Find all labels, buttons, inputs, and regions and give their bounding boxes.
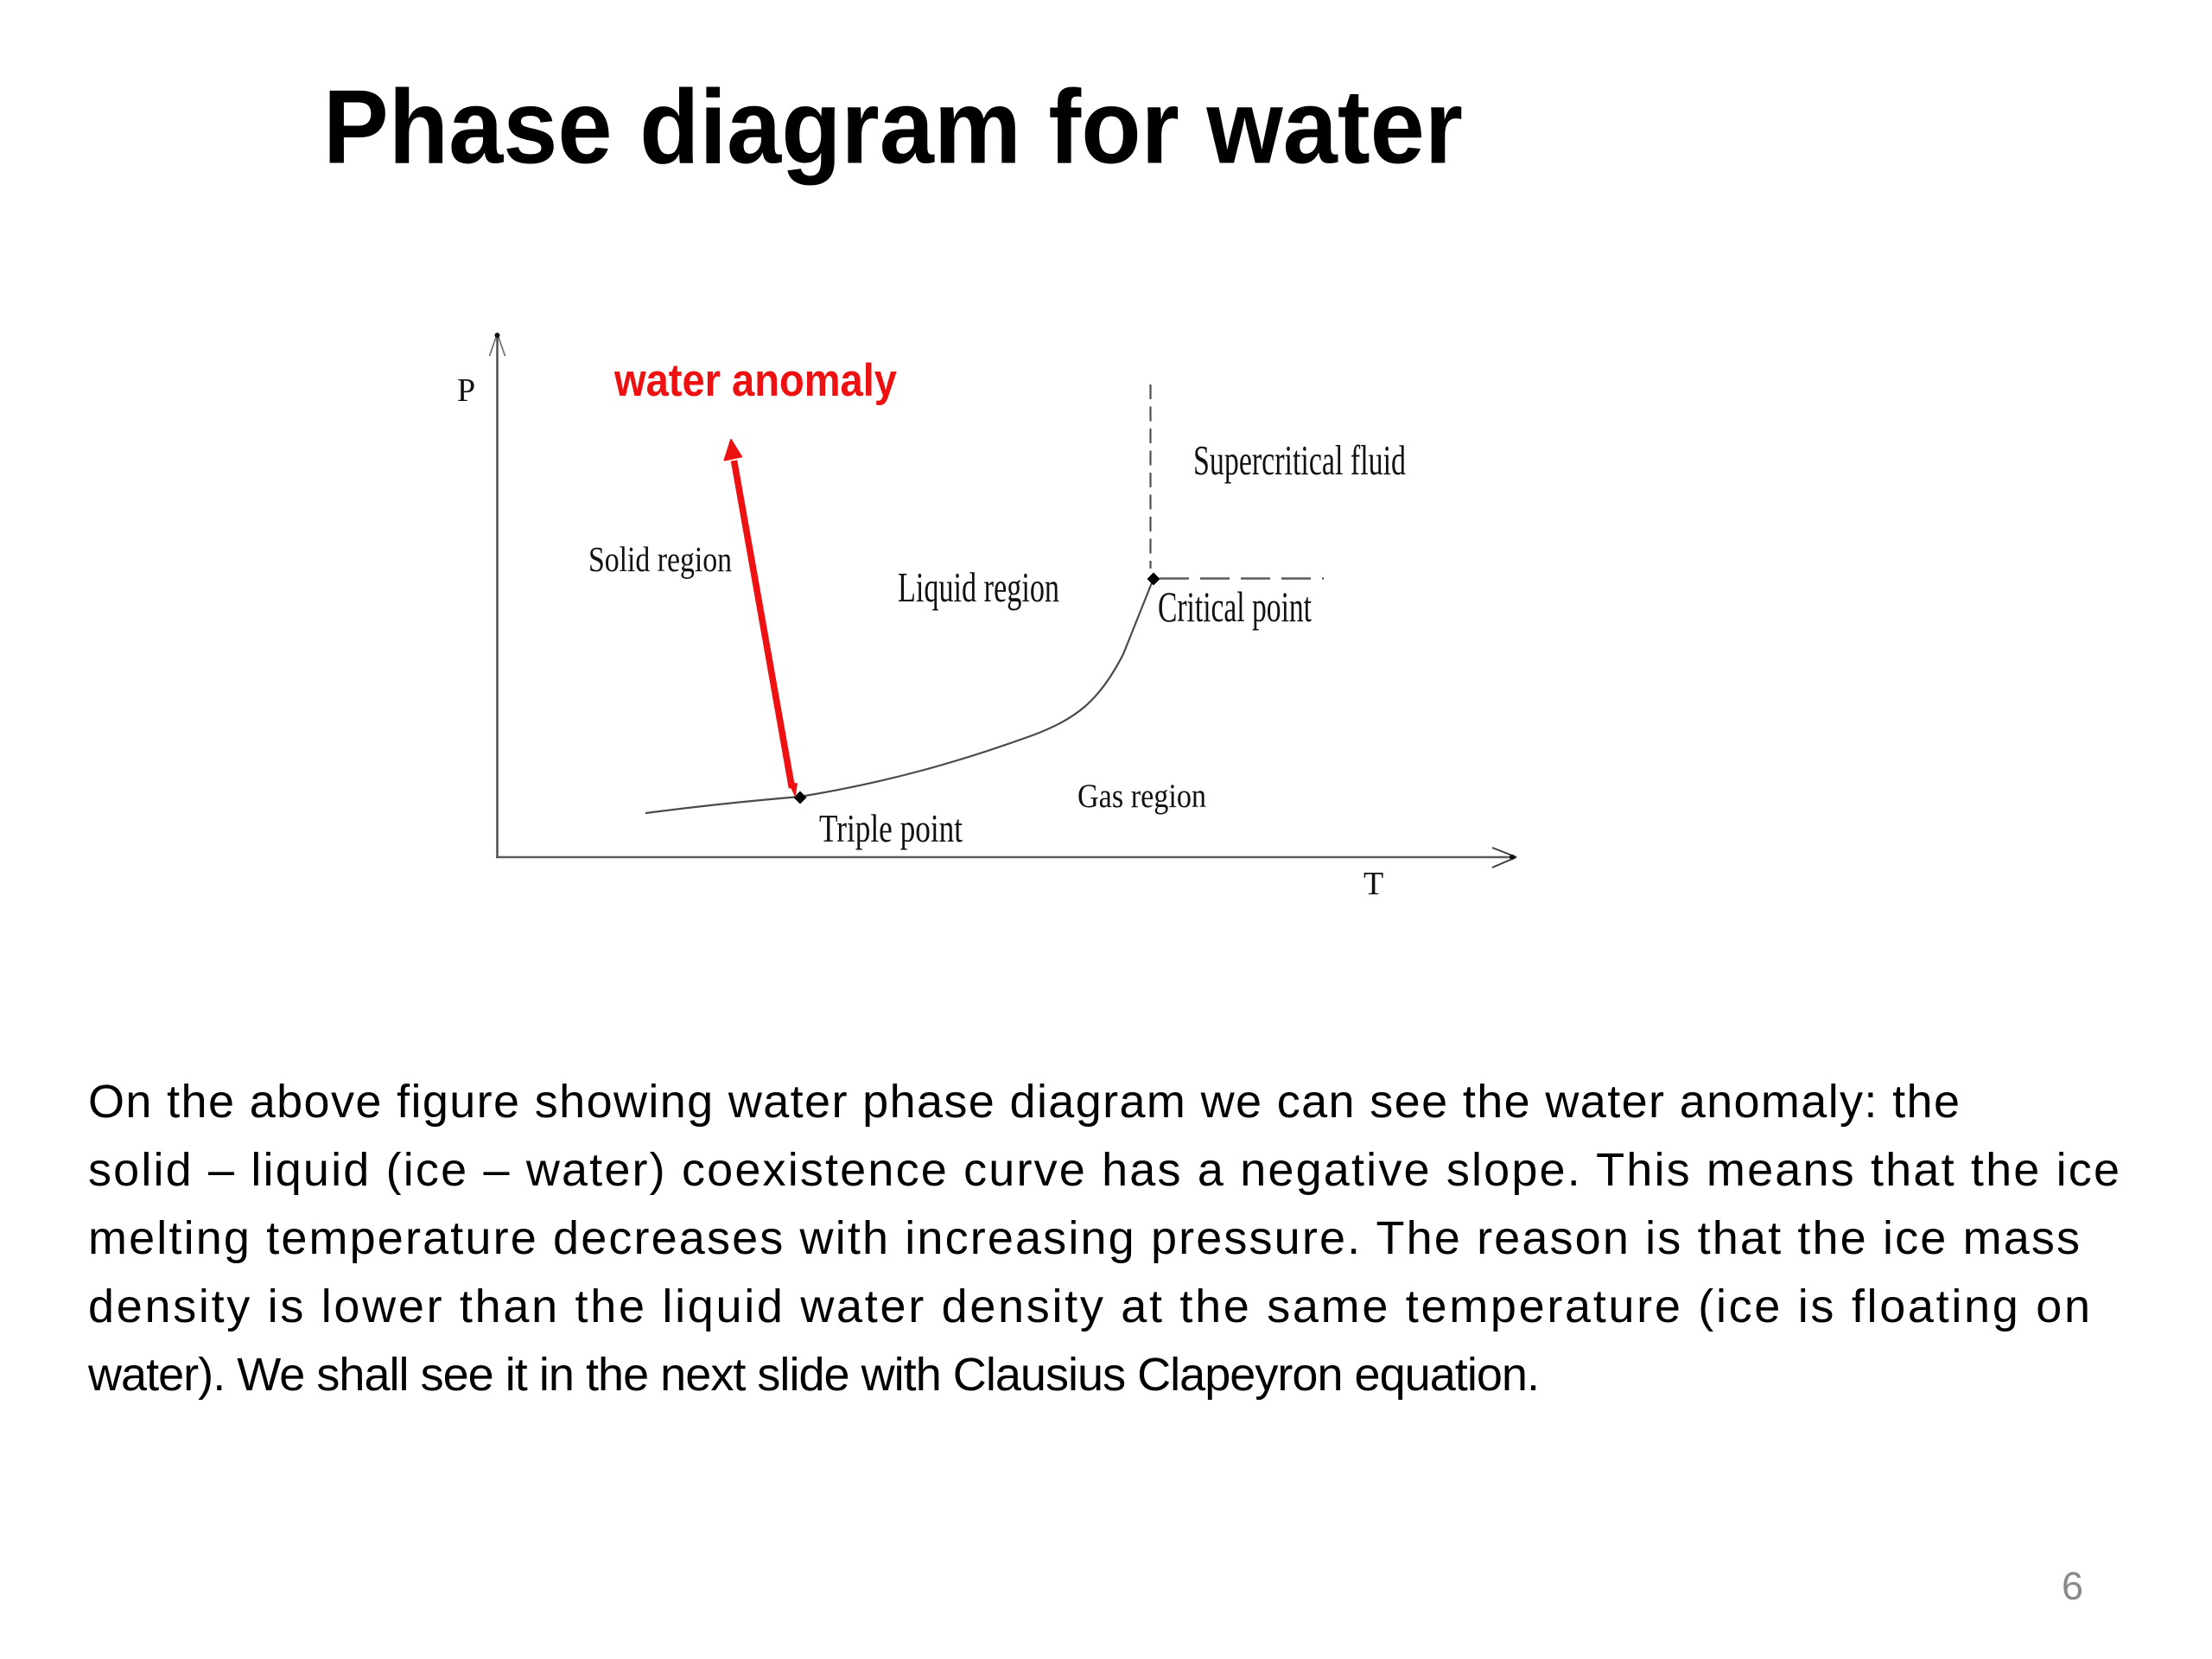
svg-text:Critical point: Critical point bbox=[1158, 582, 1312, 631]
svg-text:Triple point: Triple point bbox=[819, 807, 963, 850]
svg-text:Gas region: Gas region bbox=[1077, 777, 1206, 815]
svg-text:T: T bbox=[1363, 866, 1383, 902]
svg-text:water). We shall see it in the: water). We shall see it in the next slid… bbox=[87, 1349, 1540, 1401]
svg-text:Liquid region: Liquid region bbox=[898, 563, 1059, 611]
svg-text:melting temperature decreases: melting temperature decreases with incre… bbox=[88, 1212, 2080, 1264]
svg-text:Solid region: Solid region bbox=[588, 539, 732, 579]
svg-text:P: P bbox=[457, 372, 475, 409]
svg-text:On the above figure showing wa: On the above figure showing water phase … bbox=[88, 1076, 1960, 1128]
svg-text:Supercritical fluid: Supercritical fluid bbox=[1193, 436, 1406, 484]
svg-text:6: 6 bbox=[2062, 1564, 2083, 1608]
svg-text:Phase diagram for water: Phase diagram for water bbox=[323, 68, 1463, 186]
svg-text:density is lower than the liqu: density is lower than the liquid water d… bbox=[88, 1281, 2090, 1332]
svg-text:solid – liquid (ice – water) c: solid – liquid (ice – water) coexistence… bbox=[88, 1144, 2120, 1196]
svg-text:water anomaly: water anomaly bbox=[613, 355, 897, 406]
